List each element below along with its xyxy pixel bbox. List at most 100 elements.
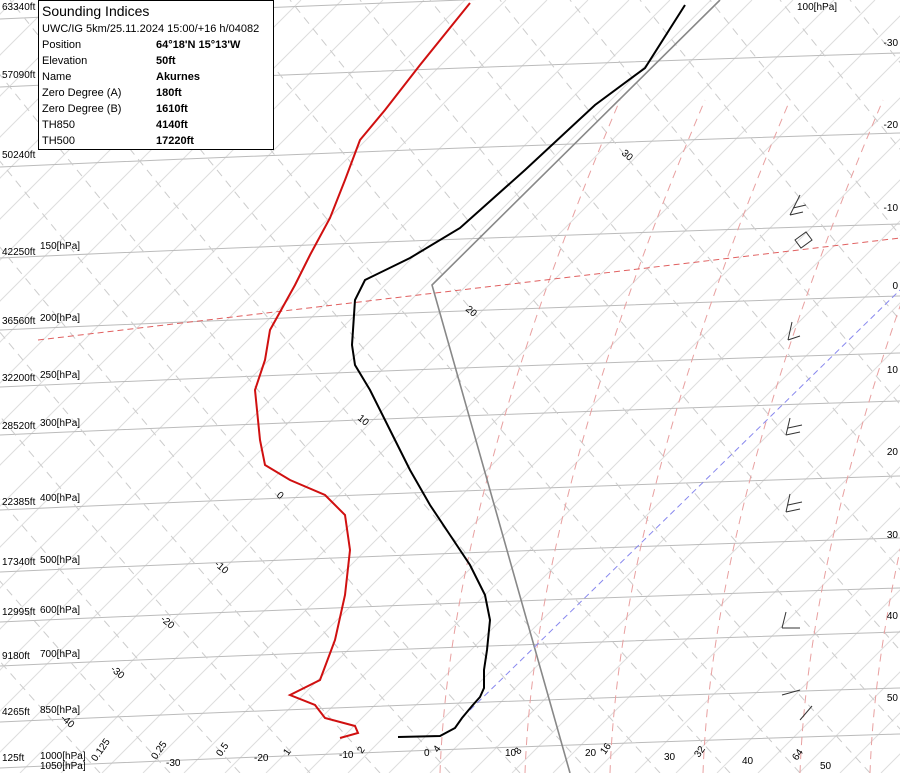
moist-adiabat [799,304,900,774]
isotherm [0,0,425,425]
right-temperature-label: 40 [887,611,899,622]
info-box: Sounding Indices UWC/IG 5km/25.11.2024 1… [38,0,274,150]
dry-adiabat [289,0,900,730]
info-value: 50ft [156,55,176,67]
pressure-label: 300[hPa] [40,418,80,429]
info-value: 17220ft [156,135,194,147]
mixing-ratio-label: 4 [431,743,443,754]
isotherm [0,0,548,548]
bottom-temperature-label: 30 [664,752,676,763]
isobar [0,733,900,769]
bottom-temperature-label: 40 [742,756,754,767]
dry-adiabat [0,498,241,774]
isotherm [593,466,900,774]
isotherm [224,97,900,774]
isotherm-label: 0 [274,490,286,502]
altitude-label: 63340ft [2,2,36,13]
dry-adiabat [499,0,900,489]
moist-adiabat [439,99,621,774]
isotherm [429,302,900,774]
isotherm [0,0,753,753]
isotherm [0,0,589,589]
dry-adiabat [779,0,900,150]
info-value: 64°18'N 15°13'W [156,39,241,51]
isobar [0,400,900,436]
altitude-label: 42250ft [2,247,36,258]
right-temperature-label: 20 [887,447,899,458]
info-value: 4140ft [156,119,188,131]
mixing-ratio-label: 8 [512,745,524,756]
bottom-temperature-label: -30 [166,758,181,769]
info-label: Name [42,71,71,83]
bottom-temperature-label: -10 [339,750,354,761]
bottom-temperature-label: 20 [585,748,597,759]
mixing-ratio-label: 64 [790,747,806,763]
isotherm [470,343,900,774]
altitude-label: 50240ft [2,150,36,161]
isobar [0,223,900,259]
bottom-temperature-label: 10 [505,748,517,759]
mixing-ratio-label: 0.5 [214,741,231,759]
right-temperature-label: -10 [884,203,899,214]
bottom-temperature-label: 0 [424,748,430,759]
isotherm [347,220,900,774]
pressure-label: 600[hPa] [40,605,80,616]
info-label: Zero Degree (A) [42,87,121,99]
isotherm [0,0,630,630]
pressure-label: 1050[hPa] [40,761,86,772]
moist-adiabat [609,99,791,774]
info-label: Elevation [42,55,87,67]
isobar [0,132,900,168]
isotherm [60,0,835,774]
isotherm [0,0,466,466]
altitude-label: 125ft [2,753,24,764]
dry-adiabat [0,415,311,774]
isobar [0,352,900,388]
isotherm [306,179,900,774]
dry-adiabat [0,160,521,774]
altitude-label: 32200ft [2,373,36,384]
mixing-line [469,289,900,711]
moist-adiabat [869,548,900,774]
isotherm-label: -30 [108,664,126,682]
pressure-label: 700[hPa] [40,649,80,660]
isotherm [675,548,900,774]
isobar [0,537,900,573]
isobar [0,475,900,511]
info-value: 180ft [156,87,182,99]
isotherm [511,384,900,774]
dry-adiabat [429,0,900,571]
altitude-label: 22385ft [2,497,36,508]
isotherm [265,138,900,774]
isobar [0,295,900,331]
pressure-label: 500[hPa] [40,555,80,566]
info-label: Position [42,39,81,51]
pressure-label: 100[hPa] [797,2,837,13]
mixing-ratio-label: 32 [692,744,708,760]
isotherm [757,630,900,774]
isotherm [634,507,900,774]
isotherm-label: -20 [158,614,176,632]
info-label: Zero Degree (B) [42,103,121,115]
right-temperature-label: 10 [887,365,899,376]
freezing-line [37,237,900,341]
info-label: TH500 [42,135,75,147]
info-label: TH850 [42,119,75,131]
info-subtitle: UWC/IG 5km/25.11.2024 15:00/+16 h/04082 [42,23,259,35]
bottom-temperature-label: 50 [820,761,832,772]
right-temperature-label: -20 [884,120,899,131]
isotherm [142,15,900,774]
dry-adiabat [0,580,171,774]
isotherm [839,712,900,774]
isotherm [716,589,900,774]
pressure-label: 850[hPa] [40,705,80,716]
isotherm-label: 20 [463,304,479,320]
isotherm-label: -10 [212,559,230,577]
right-temperature-label: -30 [884,38,899,49]
pressure-label: 250[hPa] [40,370,80,381]
right-temperature-label: 50 [887,693,899,704]
info-value: 1610ft [156,103,188,115]
isotherm [183,56,900,774]
